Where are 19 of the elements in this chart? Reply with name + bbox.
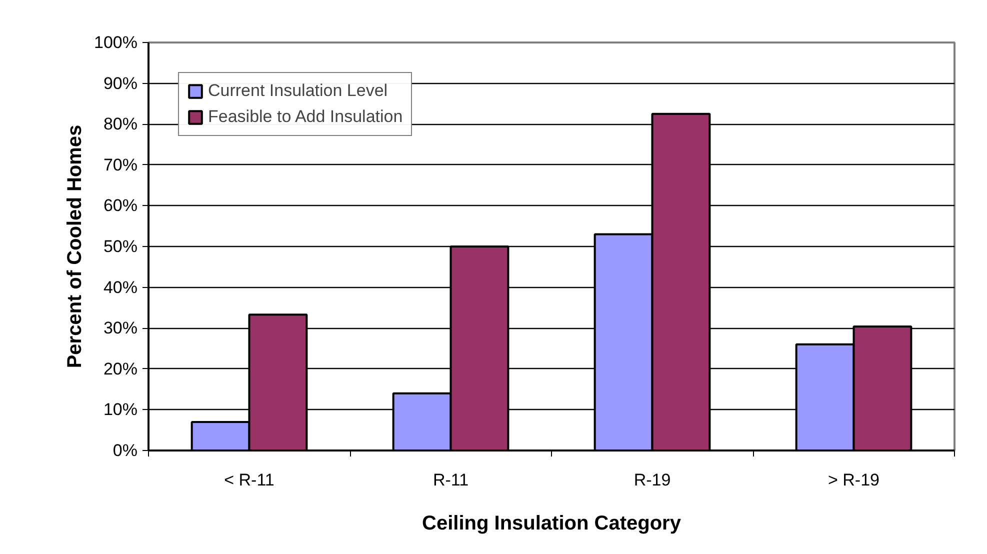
y-tick-label: 80% <box>103 114 138 134</box>
legend-label: Feasible to Add Insulation <box>208 107 403 127</box>
legend-label: Current Insulation Level <box>208 81 388 101</box>
x-axis-title: Ceiling Insulation Category <box>422 512 682 534</box>
x-tick-label: R-19 <box>634 470 671 490</box>
x-tick-label: R-11 <box>432 470 469 490</box>
y-tick-label: 50% <box>103 237 138 256</box>
y-tick-label: 100% <box>94 33 138 52</box>
y-tick-label: 70% <box>103 155 138 174</box>
y-tick-label: 30% <box>103 318 138 338</box>
y-tick-label: 20% <box>103 359 138 378</box>
x-tick-label: < R-11 <box>224 470 274 490</box>
y-tick-label: 40% <box>103 278 138 297</box>
y-tick-label: 0% <box>112 441 138 460</box>
x-tick-label: > R-19 <box>828 470 880 490</box>
y-axis-title: Percent of Cooled Homes <box>64 124 86 368</box>
y-tick-label: 90% <box>103 74 138 93</box>
y-tick-label: 60% <box>103 196 138 216</box>
y-tick-label: 10% <box>103 400 138 420</box>
